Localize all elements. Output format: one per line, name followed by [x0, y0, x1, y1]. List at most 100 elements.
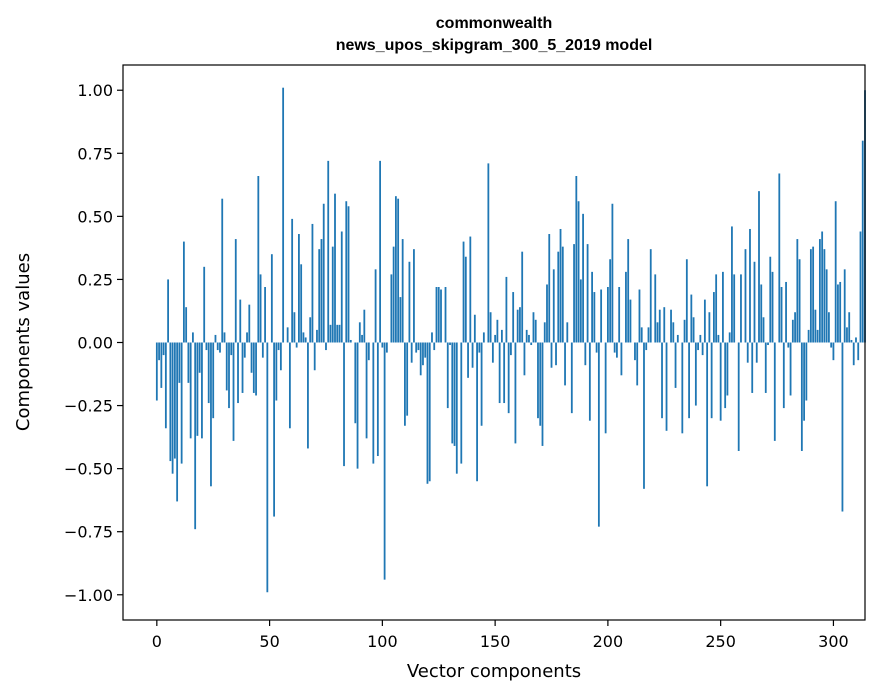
bar-187 [577, 201, 580, 343]
bar-34 [232, 342, 235, 441]
bar-212 [634, 342, 636, 361]
bar-221 [654, 274, 657, 343]
bar-70 [313, 342, 316, 371]
bar-172 [543, 322, 546, 343]
bar-224 [661, 342, 663, 419]
y-tick-label: 0.25 [77, 270, 113, 289]
bar-165 [528, 334, 530, 343]
bar-110 [404, 342, 406, 426]
bar-16 [192, 332, 194, 343]
bar-89 [356, 342, 359, 469]
bar-111 [406, 342, 409, 416]
bar-288 [805, 342, 808, 401]
bar-181 [564, 342, 566, 386]
bar-162 [521, 251, 524, 343]
bar-64 [300, 264, 303, 343]
bar-190 [584, 342, 587, 366]
bar-301 [834, 201, 837, 343]
bar-272 [769, 256, 772, 343]
bar-204 [616, 342, 618, 358]
bar-117 [419, 342, 422, 376]
bar-35 [234, 239, 237, 343]
bar-108 [399, 297, 402, 343]
bar-199 [604, 342, 607, 434]
bar-303 [839, 281, 842, 343]
bar-150 [494, 334, 497, 343]
bar-213 [636, 342, 639, 386]
bar-153 [500, 329, 503, 343]
y-tick-label: −0.75 [64, 523, 113, 542]
bar-180 [561, 246, 564, 343]
bar-292 [814, 309, 817, 343]
bar-214 [638, 289, 641, 343]
bar-33 [230, 342, 233, 356]
plot-frame [122, 64, 866, 621]
bar-58 [286, 327, 289, 343]
bar-245 [708, 312, 711, 343]
bar-85 [347, 206, 350, 343]
bar-235 [685, 259, 688, 343]
bar-126 [440, 289, 442, 343]
bar-176 [552, 269, 555, 343]
x-axis-ticks: 0 50 100 150 200 250 300 [152, 620, 849, 651]
bar-86 [349, 339, 352, 343]
bar-65 [302, 332, 305, 343]
bar-46 [259, 274, 262, 343]
bar-168 [534, 319, 537, 343]
y-axis-ticks: −1.00 −0.75 −0.50 −0.25 0.00 0.25 0.50 0.75 1.00 [64, 81, 123, 605]
bar-10 [178, 342, 181, 383]
bar-13 [185, 307, 188, 343]
bar-240 [697, 342, 699, 351]
bar-184 [570, 342, 573, 414]
bar-285 [798, 259, 801, 343]
bar-80 [336, 324, 339, 343]
bar-51 [270, 254, 273, 343]
y-tick-label: 1.00 [77, 81, 113, 100]
bar-12 [182, 241, 185, 343]
bar-178 [557, 251, 560, 343]
bar-192 [588, 342, 591, 421]
bar-256 [733, 274, 736, 343]
bar-82 [340, 231, 343, 343]
bar-234 [683, 319, 686, 343]
bar-140 [471, 342, 474, 368]
bar-5 [167, 279, 169, 343]
bar-74 [322, 203, 325, 343]
bar-262 [746, 342, 749, 363]
bar-156 [507, 342, 510, 414]
bar-304 [841, 342, 844, 512]
bar-54 [277, 342, 280, 351]
x-tick-label: 50 [259, 632, 279, 651]
bar-173 [546, 284, 548, 343]
bar-302 [837, 284, 839, 343]
bar-218 [647, 327, 650, 343]
bar-116 [417, 342, 420, 351]
bar-136 [462, 241, 465, 343]
bar-17 [194, 342, 197, 530]
bar-124 [435, 287, 438, 343]
bar-206 [620, 342, 623, 376]
bar-31 [225, 342, 228, 391]
bar-105 [392, 246, 395, 343]
bar-246 [710, 342, 713, 419]
bars-group [155, 87, 866, 593]
bar-284 [796, 239, 799, 343]
bar-266 [755, 342, 758, 363]
bar-101 [383, 342, 386, 580]
bar-84 [345, 201, 348, 343]
bar-203 [613, 342, 616, 353]
bar-56 [282, 87, 285, 343]
bar-145 [482, 332, 485, 343]
bar-151 [496, 319, 499, 343]
bar-155 [505, 276, 508, 343]
bar-280 [787, 342, 790, 348]
bar-189 [582, 213, 584, 343]
bar-215 [640, 327, 643, 343]
bar-143 [478, 342, 481, 353]
x-tick-label: 100 [367, 632, 398, 651]
bar-21 [203, 266, 206, 343]
bar-283 [794, 312, 796, 343]
bar-177 [555, 342, 557, 366]
bar-11 [180, 342, 183, 464]
